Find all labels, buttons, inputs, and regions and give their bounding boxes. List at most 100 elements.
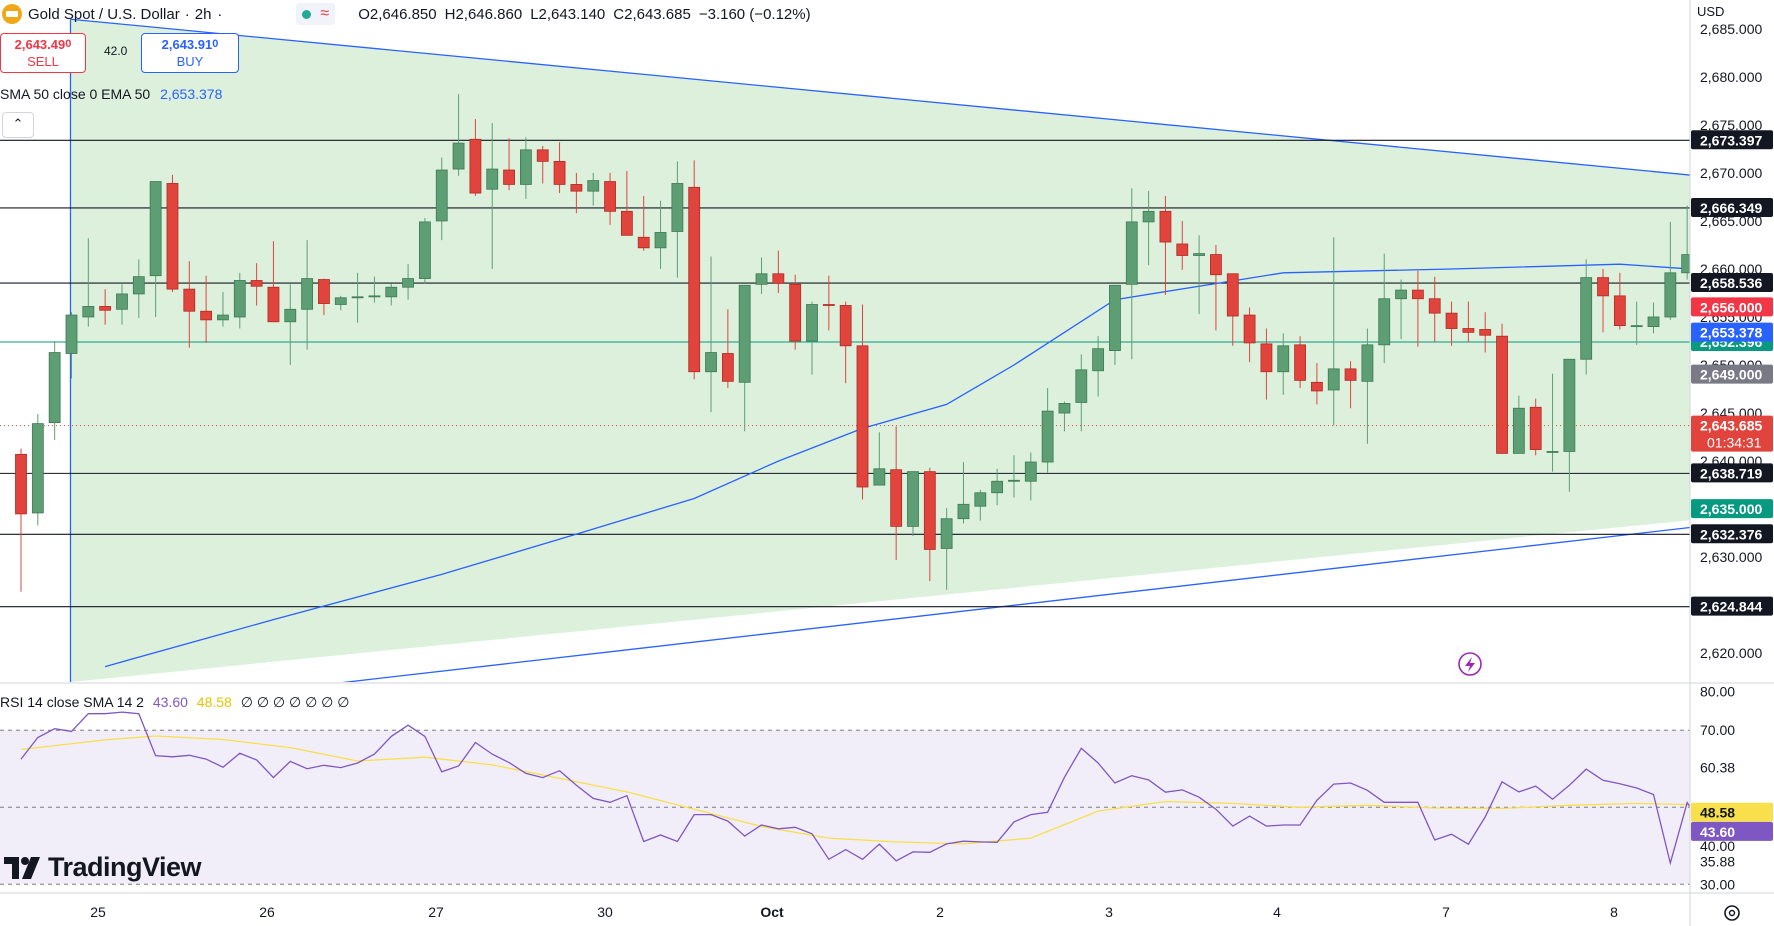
candle-body [250, 280, 263, 287]
candle-body [31, 423, 44, 514]
buy-button[interactable]: 2,643.910 BUY [141, 33, 239, 73]
gold-coin-icon [2, 4, 22, 24]
candle-body [789, 283, 802, 342]
rsi-axis-tick: 80.00 [1700, 684, 1735, 700]
candle-body [755, 273, 768, 285]
chart-settings-icon[interactable] [1724, 905, 1740, 921]
candle-body [469, 138, 482, 194]
candle-body [1008, 479, 1020, 482]
candle-body [1462, 328, 1475, 333]
rsi-legend-empty-values: ∅ ∅ ∅ ∅ ∅ ∅ ∅ [240, 694, 350, 710]
candle-body [806, 304, 818, 342]
candle-body [1580, 277, 1593, 360]
candle-body [1041, 410, 1054, 463]
time-axis-tick: 2 [936, 904, 944, 920]
candle-body [1058, 403, 1071, 414]
price-axis-tick: 2,680.000 [1700, 69, 1762, 85]
candle-body [721, 353, 734, 382]
rsi-pane [0, 711, 1690, 885]
rsi-axis-tick: 30.00 [1700, 876, 1735, 892]
level-price-tag: 2,638.719 [1700, 465, 1762, 481]
rsi-axis-tick: 40.00 [1700, 838, 1735, 854]
price-label-tag-bg [1691, 322, 1773, 342]
rsi-legend[interactable]: RSI 14 close SMA 14 2 43.60 48.58 ∅ ∅ ∅ … [0, 694, 349, 711]
currency-selector[interactable]: USD [1697, 4, 1725, 19]
price-label-tag: 2,656.000 [1700, 299, 1762, 315]
candle-body [1563, 358, 1576, 452]
candle-body [822, 304, 835, 306]
sell-button[interactable]: 2,643.490 SELL [0, 33, 86, 73]
candle-body [671, 183, 684, 232]
time-axis-tick: 27 [428, 904, 444, 920]
candle-body [116, 293, 128, 310]
candle-body [284, 308, 297, 323]
candle-body [1378, 298, 1391, 346]
price-label-tag-bg [1691, 499, 1773, 519]
price-label-tag: 2,653.378 [1700, 325, 1762, 341]
settings-icon-ring [1724, 905, 1740, 921]
symbol-title[interactable]: Gold Spot / U.S. Dollar [28, 5, 180, 23]
triangle-pattern-fill [70, 19, 1690, 682]
candle-body [604, 181, 616, 212]
level-price-tag: 2,624.844 [1700, 599, 1762, 615]
collapse-legend-button[interactable]: ⌃ [2, 112, 34, 138]
candle-body [1411, 289, 1424, 300]
candle-body [1327, 368, 1340, 391]
timeframe-label[interactable]: 2h [194, 5, 212, 23]
candle-body [1294, 344, 1306, 381]
ohlc-open: O2,646.850 [358, 5, 437, 23]
candle-body [166, 183, 179, 290]
level-price-tag: 2,673.397 [1700, 132, 1762, 148]
candle-body [1260, 343, 1273, 373]
candle-body [1226, 273, 1239, 317]
candle-body [705, 352, 717, 373]
candle-body [1024, 461, 1037, 482]
indicator-label: SMA 50 close 0 EMA 50 [0, 86, 151, 102]
candle-body [553, 160, 566, 185]
rsi-legend-label: RSI 14 close SMA 14 2 [0, 694, 144, 710]
time-axis-tick: 4 [1273, 904, 1281, 920]
price-axis-tick: 2,660.000 [1700, 261, 1762, 277]
candle-body [351, 296, 364, 299]
ohlc-close: C2,643.685 [613, 5, 691, 23]
candle-body [82, 306, 95, 318]
data-status-badge[interactable]: ≈ [296, 3, 336, 25]
candle-body [486, 168, 499, 190]
candle-body [1075, 369, 1088, 403]
candle-body [1344, 368, 1357, 381]
candle-body [1142, 210, 1155, 223]
market-dot-icon: · [217, 5, 223, 23]
indicator-legend[interactable]: SMA 50 close 0 EMA 50 2,653.378 [0, 86, 222, 102]
tradingview-mark-icon [4, 856, 40, 879]
candle-body [654, 232, 667, 249]
time-axis-tick: 8 [1610, 904, 1618, 920]
rsi-sma-legend-value: 48.58 [196, 694, 232, 710]
level-price-tag-bg [1691, 273, 1773, 293]
candle-body [839, 305, 852, 347]
candle-body [1613, 295, 1626, 327]
candle-body [1311, 381, 1323, 392]
candle-body [334, 297, 347, 305]
tradingview-logo[interactable]: TradingView [4, 852, 202, 883]
candle-body [940, 518, 953, 549]
candle-body [48, 352, 61, 424]
level-price-tag: 2,658.536 [1700, 275, 1762, 291]
sell-price: 2,643.49 [14, 37, 66, 52]
candle-body [890, 469, 903, 527]
buy-label: BUY [176, 54, 204, 69]
rsi-axis-tick: 70.00 [1700, 722, 1735, 738]
price-label-tag-countdown: 01:34:31 [1707, 435, 1762, 451]
candle-body [923, 471, 936, 550]
chevron-up-icon: ⌃ [12, 116, 24, 131]
candle-body [520, 149, 532, 185]
candle-body [1479, 329, 1492, 336]
sell-label: SELL [27, 54, 59, 69]
price-axis-tick: 2,670.000 [1700, 165, 1762, 181]
rsi-value-tag-bg [1691, 821, 1773, 841]
market-open-icon [302, 9, 312, 19]
candle-body [1193, 253, 1205, 256]
candle-body [1496, 335, 1508, 454]
sell-price-sup: 0 [65, 38, 72, 50]
buy-price: 2,643.91 [161, 37, 213, 52]
